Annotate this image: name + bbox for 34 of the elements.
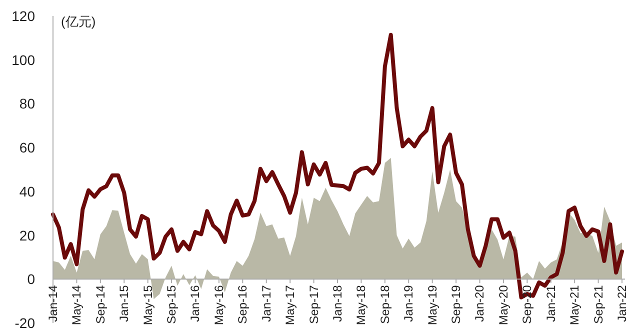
- y-tick-label: 0: [27, 271, 36, 288]
- x-tick-label: Jan-15: [117, 284, 132, 322]
- y-tick-label: 20: [19, 227, 36, 244]
- x-tick-label: Sep-18: [378, 284, 392, 324]
- x-tick-label: Jan-17: [259, 284, 274, 322]
- y-axis-title: (亿元): [61, 14, 96, 29]
- x-tick-label: Jan-14: [46, 284, 60, 322]
- x-tick-label: May-17: [283, 284, 298, 326]
- y-tick-label: 120: [12, 8, 36, 24]
- x-tick-label: May-15: [140, 284, 155, 326]
- x-tick-label: May-19: [425, 284, 440, 326]
- x-tick-label: Jan-21: [544, 284, 558, 322]
- y-tick-label: 100: [12, 52, 36, 68]
- x-tick-label: Jan-18: [330, 284, 344, 322]
- x-tick-label: Sep-15: [164, 284, 179, 324]
- x-tick-label: Sep-14: [93, 284, 108, 324]
- x-tick-label: Jan-19: [402, 284, 416, 322]
- y-tick-label: 60: [19, 140, 36, 156]
- x-tick-label: May-14: [70, 284, 84, 326]
- x-tick-label: Sep-19: [449, 284, 464, 324]
- x-tick-label: May-21: [568, 284, 582, 326]
- x-tick-label: Sep-21: [591, 284, 606, 324]
- x-tick-label: Jan-22: [615, 284, 629, 322]
- x-tick-label: May-20: [496, 284, 510, 326]
- x-tick-label: May-18: [354, 284, 368, 326]
- y-tick-label: 40: [19, 183, 36, 200]
- y-tick-label: -20: [14, 315, 36, 329]
- y-tick-label: 80: [19, 96, 36, 112]
- x-tick-label: Jan-16: [188, 284, 202, 322]
- x-tick-label: Sep-20: [520, 284, 534, 324]
- x-tick-label: Sep-16: [236, 284, 250, 324]
- x-tick-label: Jan-20: [472, 284, 487, 322]
- x-tick-label: Sep-17: [306, 284, 321, 324]
- x-tick-label: May-16: [212, 284, 226, 326]
